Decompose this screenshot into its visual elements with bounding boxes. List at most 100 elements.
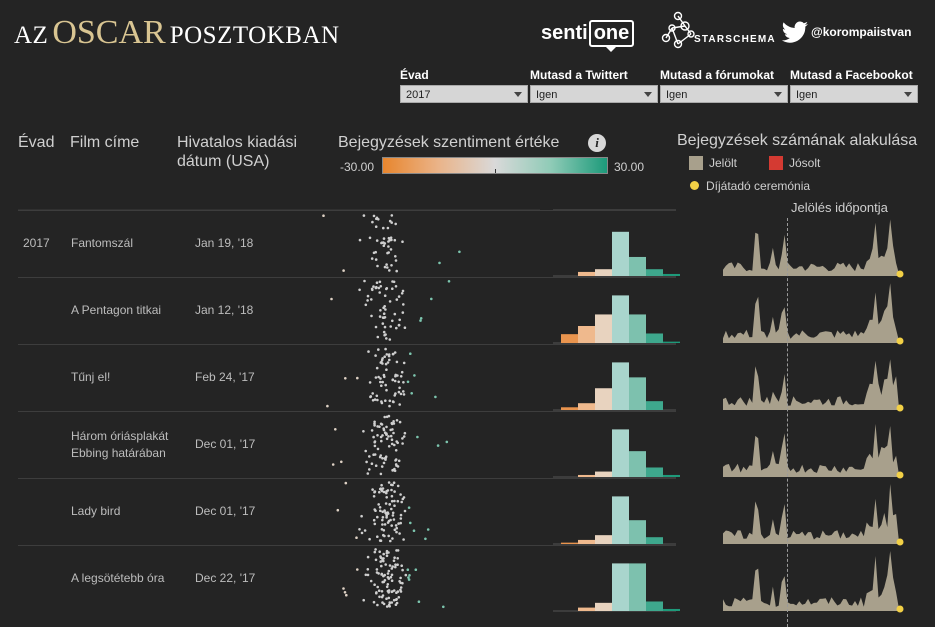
histogram-bar (561, 407, 578, 410)
sentiment-dot (395, 298, 399, 301)
sentiment-dot (385, 425, 388, 429)
sentiment-dot (372, 600, 376, 604)
sentiment-dot (366, 294, 370, 298)
row-film-title: A legsötétebb óra (71, 571, 165, 585)
table-row[interactable]: Lady bird Dec 01, '17 (18, 478, 676, 544)
sentiment-dot (343, 591, 347, 594)
table-row[interactable]: 2017 Fantomszál Jan 19, '18 (18, 210, 676, 276)
sentiment-dot (416, 435, 419, 439)
sentiment-dot (389, 236, 393, 239)
sentiment-dot (387, 245, 390, 248)
sentiment-dot (396, 499, 400, 503)
sentiment-dot (383, 294, 387, 298)
sentiment-dot (383, 325, 387, 329)
sentiment-dot (373, 522, 377, 526)
info-icon[interactable]: i (588, 134, 606, 152)
sentiment-dot (413, 374, 416, 377)
sentiment-dot (380, 439, 383, 443)
sentiment-dot (374, 464, 378, 468)
filter-twitter-select[interactable]: Igen (530, 85, 658, 103)
filter-forums-select[interactable]: Igen (660, 85, 788, 103)
sentiment-dot (379, 555, 382, 558)
sentiment-dot (378, 506, 382, 509)
table-row[interactable]: Három óriásplakát Ebbing határában Dec 01… (18, 411, 676, 477)
sentiment-dot (401, 311, 405, 314)
sentiment-dot (388, 358, 391, 362)
sentiment-dot (394, 563, 397, 566)
sentiment-dot (393, 238, 397, 242)
sentiment-dot (387, 596, 391, 600)
sentiment-dot (406, 568, 410, 571)
sentiment-dot (399, 517, 403, 520)
row-release-date: Dec 22, '17 (195, 571, 256, 585)
sentiment-dot (342, 587, 345, 590)
row-release-date: Feb 24, '17 (195, 370, 255, 384)
sentiment-dot (414, 568, 418, 571)
sentiment-dot (382, 226, 385, 230)
sentiment-dot (391, 352, 395, 356)
table-row[interactable]: Tűnj el! Feb 24, '17 (18, 344, 676, 410)
sentiment-dot (402, 361, 406, 365)
sentiment-dot (401, 289, 405, 293)
sentiment-dot (386, 572, 390, 575)
sentiment-dot (385, 432, 388, 435)
twitter-link[interactable]: @korompaiistvan (781, 20, 911, 44)
sentiment-dot (381, 580, 385, 584)
sentiment-dot (380, 564, 383, 568)
sentiment-dot (389, 428, 393, 432)
legend-predicted-label: Jósolt (789, 156, 821, 170)
sentiment-dot (368, 455, 371, 458)
starschema-logo[interactable]: STARSCHEMA (658, 10, 776, 54)
ceremony-marker (896, 471, 904, 479)
sentiment-dot (340, 460, 343, 464)
sentiment-dot (391, 400, 395, 403)
sentiment-dot (395, 269, 399, 273)
sentiment-dot (386, 576, 390, 579)
sentiment-dot (381, 322, 385, 325)
post-count-area (723, 423, 899, 477)
sentiment-dot (424, 537, 427, 541)
sentiment-dot (382, 428, 386, 432)
sentiment-dot (386, 583, 390, 586)
sentiment-dot (397, 459, 401, 463)
sentiment-dot (366, 299, 369, 302)
sentiment-dot (375, 239, 379, 242)
sentiment-dot (374, 225, 378, 228)
row-film-title: Fantomszál (71, 236, 134, 250)
histogram-bar (561, 542, 578, 544)
filter-facebook: Mutasd a Facebookot Igen (790, 68, 918, 103)
sentiment-dot (382, 461, 386, 465)
sentiment-dot (412, 529, 416, 532)
sentiment-dot (426, 528, 430, 531)
sentiment-dot (372, 214, 376, 218)
filter-season-select[interactable]: 2017 (400, 85, 528, 103)
sentiment-dot (385, 551, 389, 555)
sentiment-dot (381, 316, 385, 319)
chevron-down-icon (774, 92, 782, 97)
sentiment-dot (383, 509, 386, 512)
sentiment-dot (369, 395, 372, 399)
sentiment-dot (388, 399, 392, 403)
chevron-down-icon (514, 92, 522, 97)
sentiment-dot (394, 254, 397, 258)
sentiment-dot (396, 484, 400, 488)
table-row[interactable]: A Pentagon titkai Jan 12, '18 (18, 277, 676, 343)
sentiment-dot (383, 573, 387, 577)
sentiment-dot (374, 325, 378, 329)
sentiment-dot (366, 568, 370, 571)
sentiment-dot (364, 303, 368, 307)
sentiment-dot (390, 507, 393, 511)
row-release-date: Dec 01, '17 (195, 504, 256, 518)
sentiment-dot (399, 392, 403, 396)
sentiment-dot (373, 420, 376, 424)
filter-facebook-select[interactable]: Igen (790, 85, 918, 103)
sentiment-dot (380, 465, 384, 468)
histogram-bar (561, 334, 578, 343)
sentione-logo[interactable]: senti one (541, 20, 635, 52)
sentiment-dot (396, 563, 399, 566)
histogram-bar (612, 563, 629, 611)
sentiment-dot (398, 420, 402, 424)
table-row[interactable]: A legsötétebb óra Dec 22, '17 (18, 545, 676, 611)
sentiment-dot (381, 380, 385, 384)
sentiment-dot (388, 338, 392, 341)
